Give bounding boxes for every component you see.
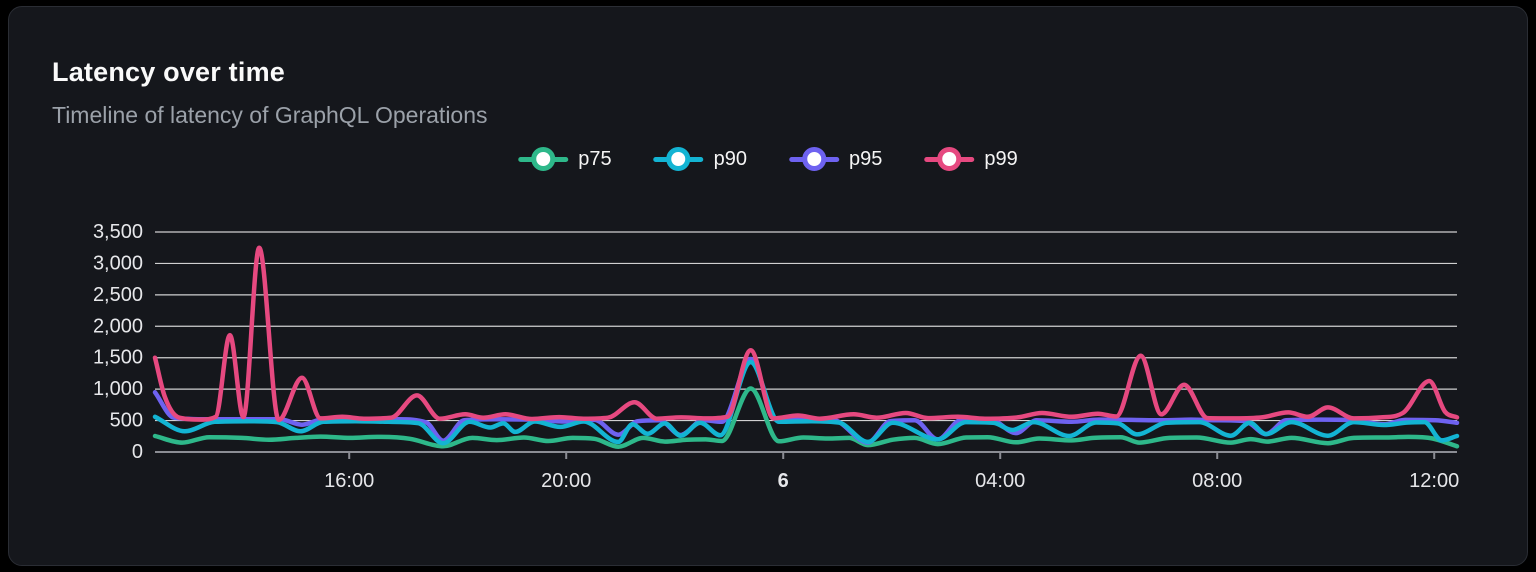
y-axis-labels: 0 500 1,000 1,500 2,000 2,500 3,000 3,500 [93,221,143,463]
x-tick-label: 08:00 [1192,470,1242,492]
legend-marker-p75-icon [518,146,569,172]
legend-label-p99: p99 [984,147,1018,170]
series-line-p99 [152,245,1460,423]
grid-lines [155,231,1457,422]
series-lines [152,245,1460,449]
legend-marker-p90-icon [653,146,704,172]
y-tick-label: 1,000 [93,378,143,400]
legend-item-p99[interactable]: p99 [924,146,1018,172]
y-tick-label: 3,000 [93,252,143,274]
chart-title: Latency over time [52,57,285,87]
y-tick-label: 2,500 [93,284,143,306]
x-tick-label: 12:00 [1409,470,1459,492]
x-tick-label: 04:00 [975,470,1025,492]
series-line-p75 [152,386,1460,449]
x-axis-labels: 16:00 20:00 6 04:00 08:00 12:00 [324,470,1459,492]
y-tick-label: 500 [110,410,143,432]
legend-label-p75: p75 [578,147,612,170]
y-tick-label: 1,500 [93,347,143,369]
legend-marker-p95-icon [789,146,839,172]
x-tick-label: 6 [778,470,789,492]
x-axis [155,451,1457,459]
legend-label-p90: p90 [713,147,747,170]
legend-marker-p99-icon [924,146,975,172]
legend-item-p95[interactable]: p95 [789,146,882,172]
y-tick-label: 0 [132,441,143,463]
legend-item-p90[interactable]: p90 [653,146,747,172]
y-tick-label: 2,000 [93,315,143,337]
y-tick-label: 3,500 [93,221,143,243]
x-tick-label: 20:00 [541,470,591,492]
legend: p75 p90 p95 p99 [518,146,1018,172]
series-line-p90 [152,359,1460,446]
chart-subtitle: Timeline of latency of GraphQL Operation… [52,102,488,128]
legend-label-p95: p95 [849,147,883,170]
legend-item-p75[interactable]: p75 [518,146,612,172]
x-tick-label: 16:00 [324,470,374,492]
latency-panel: Latency over time Timeline of latency of… [8,6,1528,566]
